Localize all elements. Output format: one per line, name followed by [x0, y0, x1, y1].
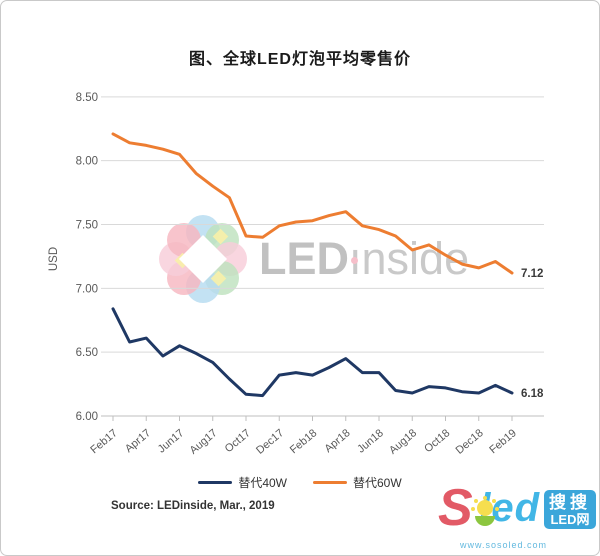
x-tick-label: Dec18	[454, 427, 486, 457]
y-tick-label: 6.50	[76, 347, 98, 359]
x-tick-label: Jun17	[156, 427, 187, 455]
soled-badge-line1: 搜搜	[549, 493, 591, 512]
legend-item-40w: 替代40W	[198, 474, 287, 491]
legend-swatch-60w	[313, 481, 347, 484]
soled-logo-s: S	[438, 479, 473, 537]
x-tick-label: Apr18	[322, 427, 352, 455]
soled-logo: S led 搜搜 LED网 www.sosoled.com	[438, 479, 596, 554]
ledinside-wordmark: LEDınside	[259, 233, 470, 284]
y-tick-label: 8.00	[76, 156, 98, 168]
soled-badge-line2: LED网	[550, 512, 590, 527]
legend-label-60w: 替代60W	[353, 476, 402, 490]
ledinside-watermark: LEDınside	[157, 213, 469, 305]
soled-badge: 搜搜 LED网	[544, 490, 596, 529]
end-value-label-40w: 6.18	[521, 388, 544, 400]
x-tick-label: Jun18	[355, 427, 386, 455]
x-tick-label: Aug18	[387, 427, 419, 457]
legend-item-60w: 替代60W	[313, 474, 402, 491]
y-tick-label: 6.00	[76, 411, 98, 423]
soled-url: www.sosoled.com	[460, 540, 548, 550]
x-tick-label: Oct17	[223, 427, 253, 455]
y-tick-label: 7.00	[76, 283, 98, 295]
chart-legend: 替代40W 替代60W	[1, 474, 599, 491]
end-value-label-60w: 7.12	[521, 268, 543, 280]
bulb-icon	[473, 494, 495, 534]
source-note: Source: LEDinside, Mar., 2019	[111, 500, 275, 512]
x-tick-label: Feb18	[288, 427, 320, 456]
x-tick-label: Dec17	[254, 427, 286, 457]
y-tick-label: 8.50	[76, 92, 98, 104]
x-tick-label: Oct18	[422, 427, 452, 455]
series-line-60w	[111, 132, 514, 275]
y-tick-label: 7.50	[76, 220, 98, 232]
watermark-i-dot	[351, 257, 358, 264]
series-line-40w	[111, 307, 514, 398]
x-tick-label: Aug17	[188, 427, 220, 457]
y-axis-title: USD	[48, 247, 60, 271]
x-tick-label: Feb17	[88, 427, 120, 456]
legend-label-40w: 替代40W	[238, 476, 287, 490]
chart-title: 图、全球LED灯泡平均零售价	[188, 51, 411, 68]
ledinside-flower-logo-icon	[157, 213, 249, 305]
legend-swatch-40w	[198, 481, 233, 484]
x-tick-label: Feb19	[487, 427, 519, 456]
x-tick-label: Apr17	[123, 427, 153, 455]
